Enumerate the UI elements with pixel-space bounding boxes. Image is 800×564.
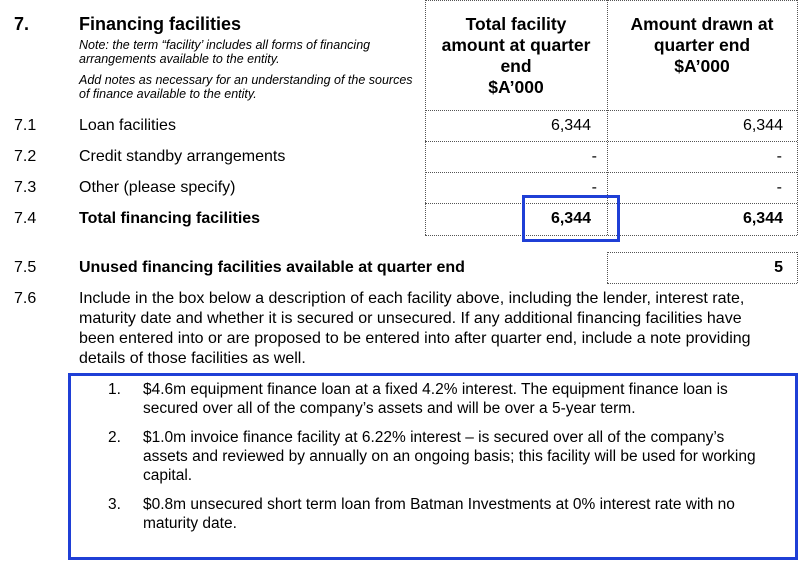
highlight-box [522, 195, 620, 242]
grid-line [425, 141, 797, 142]
grid-line [425, 235, 797, 236]
list-item-number: 2. [108, 429, 121, 446]
grid-line [425, 110, 797, 111]
cell-total-loan-facilities: 6,344 [550, 117, 591, 134]
section-note-1: Note: the term “facility’ includes all f… [79, 38, 371, 66]
row-label-loan-facilities: Loan facilities [79, 117, 176, 134]
column-header-drawn-line: quarter end [653, 35, 751, 55]
cell-total-other: - [591, 179, 597, 196]
row-number: 7.2 [14, 148, 37, 165]
column-header-total-line: $A’000 [488, 77, 544, 97]
cell-drawn-other: - [776, 179, 782, 196]
grid-line [607, 252, 608, 283]
cell-total-credit-standby: - [591, 148, 597, 165]
cell-total-total-financing: 6,344 [550, 210, 591, 227]
list-item-number: 1. [108, 381, 121, 398]
column-header-total-line: end [500, 56, 532, 76]
grid-line [425, 0, 426, 235]
grid-line [425, 203, 797, 204]
column-header-total-line: amount at quarter [441, 35, 591, 55]
row-number: 7.1 [14, 117, 37, 134]
cell-unused-financing: 5 [774, 259, 783, 276]
cell-drawn-credit-standby: - [776, 148, 782, 165]
row-number: 7.4 [14, 210, 37, 227]
list-item: 3. $0.8m unsecured short term loan from … [108, 495, 768, 533]
row-label-unused-financing: Unused financing facilities available at… [79, 259, 465, 276]
list-item: 2. $1.0m invoice finance facility at 6.2… [108, 428, 768, 485]
row-number: 7.3 [14, 179, 37, 196]
column-header-drawn: Amount drawn at quarter end $A’000 [608, 14, 796, 77]
section-title: Financing facilities [79, 14, 242, 34]
list-item: 1. $4.6m equipment finance loan at a fix… [108, 380, 768, 418]
grid-line [425, 172, 797, 173]
section-note-2: Add notes as necessary for an understand… [79, 73, 413, 101]
row-label-other: Other (please specify) [79, 179, 236, 196]
column-header-total-line: Total facility [465, 14, 567, 34]
list-item-text: $4.6m equipment finance loan at a fixed … [143, 381, 728, 417]
row-number: 7.5 [14, 259, 37, 276]
grid-line [607, 0, 608, 235]
column-header-drawn-line: $A’000 [674, 56, 730, 76]
list-item-number: 3. [108, 496, 121, 513]
row-label-credit-standby: Credit standby arrangements [79, 148, 286, 165]
grid-line [607, 283, 797, 284]
column-header-drawn-line: Amount drawn at [630, 14, 774, 34]
facilities-box [68, 373, 798, 560]
column-header-total: Total facility amount at quarter end $A’… [426, 14, 606, 98]
cell-drawn-loan-facilities: 6,344 [742, 117, 783, 134]
section-number: 7. [14, 14, 30, 34]
grid-line [607, 252, 797, 253]
list-item-text: $1.0m invoice finance facility at 6.22% … [143, 429, 756, 484]
list-item-text: $0.8m unsecured short term loan from Bat… [143, 496, 735, 532]
grid-line [797, 252, 798, 283]
row-label-total-financing: Total financing facilities [79, 210, 261, 227]
description-instructions: Include in the box below a description o… [79, 290, 751, 367]
cell-drawn-total-financing: 6,344 [742, 210, 783, 227]
grid-line [425, 0, 797, 1]
row-number: 7.6 [14, 290, 37, 307]
facilities-list: 1. $4.6m equipment finance loan at a fix… [108, 380, 768, 533]
grid-line [797, 0, 798, 235]
